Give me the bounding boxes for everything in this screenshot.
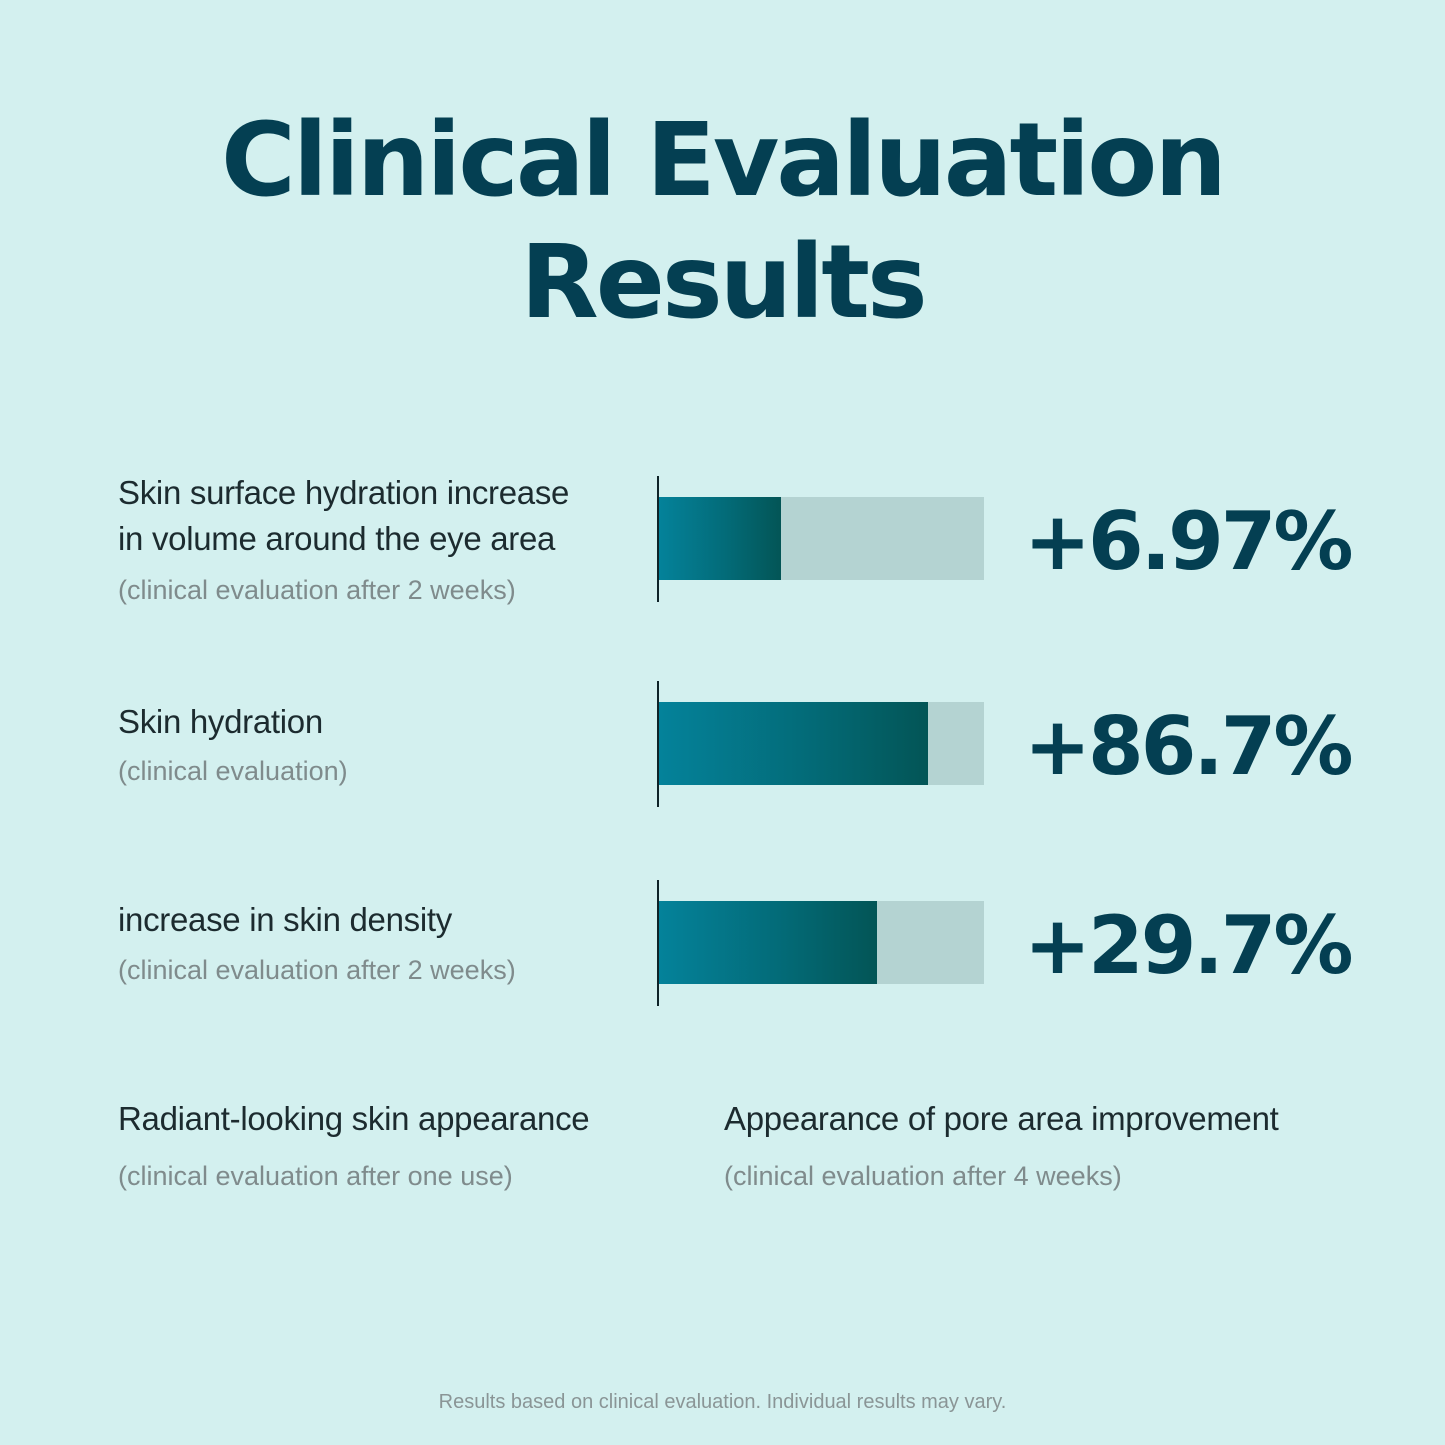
extra-2-note: (clinical evaluation after 4 weeks): [724, 1161, 1122, 1191]
metric-2-label: Skin hydration: [118, 699, 323, 745]
metric-1-label: Skin surface hydration increase in volum…: [118, 470, 569, 562]
metric-1-axis-line: [657, 476, 659, 602]
disclaimer-footer: Results based on clinical evaluation. In…: [438, 1391, 1007, 1413]
extra-1-note: (clinical evaluation after one use): [118, 1161, 513, 1191]
metric-3-value: +29.7%: [1024, 899, 1354, 992]
metric-1-bar-track: [659, 497, 984, 580]
metric-2-label-line-1: Skin hydration: [118, 703, 323, 740]
metric-1-note: (clinical evaluation after 2 weeks): [118, 575, 516, 605]
metric-2-axis-line: [657, 681, 659, 807]
metric-1-bar-fill: [659, 497, 781, 580]
metric-3-bar-track: [659, 901, 984, 984]
metric-2-note: (clinical evaluation): [118, 756, 348, 786]
metric-1-value: +6.97%: [1024, 495, 1354, 588]
title-line-2: Results: [520, 223, 927, 342]
metric-2-bar-fill: [659, 702, 928, 785]
metric-1-label-line-1: Skin surface hydration increase: [118, 474, 570, 511]
metric-1-label-line-2: in volume around the eye area: [118, 520, 556, 557]
metric-3-axis-line: [657, 880, 659, 1006]
metric-3-label: increase in skin density: [118, 897, 452, 943]
extra-1-label: Radiant-looking skin appearance: [118, 1100, 590, 1137]
metric-3-label-line-1: increase in skin density: [118, 901, 452, 938]
metric-3-note: (clinical evaluation after 2 weeks): [118, 955, 516, 985]
title-line-1: Clinical Evaluation: [221, 101, 1227, 220]
metric-3-bar-fill: [659, 901, 877, 984]
extra-2-label: Appearance of pore area improvement: [724, 1100, 1279, 1137]
metric-2-bar-track: [659, 702, 984, 785]
page-title: Clinical Evaluation Results: [0, 100, 1445, 344]
metric-2-value: +86.7%: [1024, 700, 1354, 793]
